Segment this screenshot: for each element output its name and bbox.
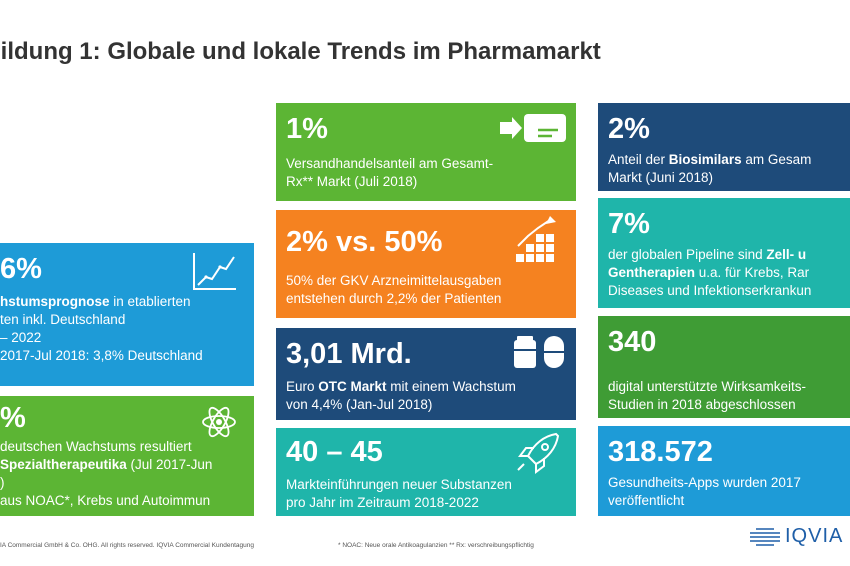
- biosimilars-line1a: Anteil der: [608, 152, 669, 167]
- growth-forecast-value: 6%: [0, 253, 42, 285]
- launches-line1: Markteinführungen neuer Substanzen: [286, 477, 512, 492]
- mail-order-line2: Rx** Markt (Juli 2018): [286, 174, 418, 189]
- growth-forecast-text: hstumsprognose in etablierten ten inkl. …: [0, 293, 244, 365]
- specialty-line1: deutschen Wachstums resultiert: [0, 439, 192, 454]
- pipeline-line2: u.a. für Krebs, Rar: [695, 265, 810, 280]
- pipeline-value: 7%: [608, 208, 650, 240]
- digital-studies-text: digital unterstützte Wirksamkeits- Studi…: [608, 378, 850, 414]
- otc-tile: 3,01 Mrd. Euro OTC Markt mit einem Wachs…: [276, 328, 576, 420]
- pipeline-line3: Diseases und Infektionserkrankun: [608, 283, 812, 298]
- growth-forecast-line1: in etablierten: [109, 294, 191, 309]
- health-apps-line2: veröffentlicht: [608, 493, 685, 508]
- footer-footnote: * NOAC: Neue orale Antikoagulanzien ** R…: [338, 542, 534, 549]
- growth-forecast-bold: hstumsprognose: [0, 294, 110, 309]
- digital-studies-tile: 340 digital unterstützte Wirksamkeits- S…: [598, 316, 850, 418]
- mail-order-line1: Versandhandelsanteil am Gesamt-: [286, 156, 494, 171]
- iqvia-logo: IQVIA: [785, 525, 844, 547]
- gkv-tile: 2% vs. 50% 50% der GKV Arzneimittelausga…: [276, 210, 576, 318]
- otc-line2: von 4,4% (Jan-Jul 2018): [286, 397, 433, 412]
- page-title: bildung 1: Globale und lokale Trends im …: [0, 38, 601, 65]
- otc-line1a: Euro: [286, 379, 319, 394]
- gkv-line2: entstehen durch 2,2% der Patienten: [286, 291, 502, 306]
- pipeline-bold2: Gentherapien: [608, 265, 696, 280]
- biosimilars-line2: Markt (Juni 2018): [608, 170, 714, 185]
- pipeline-text: der globalen Pipeline sind Zell- u Genth…: [608, 246, 850, 300]
- growth-forecast-line2: ten inkl. Deutschland: [0, 312, 126, 327]
- biosimilars-tile: 2% Anteil der Biosimilars am Gesam Markt…: [598, 103, 850, 191]
- health-apps-tile: 318.572 Gesundheits-Apps wurden 2017 ver…: [598, 426, 850, 516]
- otc-value: 3,01 Mrd.: [286, 338, 412, 370]
- gkv-line1: 50% der GKV Arzneimittelausgaben: [286, 273, 502, 288]
- footer-copyright: IA Commercial GmbH & Co. OHG. All rights…: [0, 542, 254, 549]
- health-apps-line1: Gesundheits-Apps wurden 2017: [608, 475, 801, 490]
- launches-line2: pro Jahr im Zeitraum 2018-2022: [286, 495, 479, 510]
- launches-text: Markteinführungen neuer Substanzen pro J…: [286, 476, 566, 512]
- biosimilars-line1b: am Gesam: [741, 152, 812, 167]
- delivery-ticket-icon: [500, 114, 566, 142]
- otc-bold: OTC Markt: [318, 379, 387, 394]
- iqvia-logo-icon: [750, 528, 780, 546]
- gkv-text: 50% der GKV Arzneimittelausgaben entsteh…: [286, 272, 566, 308]
- specialty-line4: aus NOAC*, Krebs und Autoimmun: [0, 493, 211, 508]
- otc-line1b: mit einem Wachstum: [386, 379, 516, 394]
- health-apps-value: 318.572: [608, 436, 713, 468]
- growth-forecast-tile: 6% hstumsprognose in etablierten ten ink…: [0, 243, 254, 386]
- gkv-value: 2% vs. 50%: [286, 226, 443, 258]
- launches-value: 40 – 45: [286, 436, 383, 468]
- health-apps-text: Gesundheits-Apps wurden 2017 veröffentli…: [608, 474, 850, 510]
- specialty-line3: ): [0, 475, 5, 490]
- launches-tile: 40 – 45 Markteinführungen neuer Substanz…: [276, 428, 576, 516]
- digital-studies-line2: Studien in 2018 abgeschlossen: [608, 397, 796, 412]
- digital-studies-line1: digital unterstützte Wirksamkeits-: [608, 379, 807, 394]
- pills-icon: [514, 336, 564, 368]
- rising-bars-icon: [516, 216, 556, 262]
- biosimilars-text: Anteil der Biosimilars am Gesam Markt (J…: [608, 151, 850, 187]
- pipeline-bold1: Zell- u: [766, 247, 807, 262]
- mail-order-value: 1%: [286, 113, 328, 145]
- growth-forecast-line3: – 2022: [0, 330, 42, 345]
- biosimilars-value: 2%: [608, 113, 650, 145]
- digital-studies-value: 340: [608, 326, 657, 358]
- biosimilars-bold: Biosimilars: [668, 152, 742, 167]
- mail-order-tile: 1% Versandhandelsanteil am Gesamt- Rx** …: [276, 103, 576, 201]
- pipeline-tile: 7% der globalen Pipeline sind Zell- u Ge…: [598, 198, 850, 308]
- specialty-value: %: [0, 402, 26, 434]
- specialty-tile: % deutschen Wachstums resultiert Spezial…: [0, 396, 254, 516]
- pipeline-line1a: der globalen Pipeline sind: [608, 247, 767, 262]
- atom-icon: [202, 406, 236, 438]
- growth-chart-icon: [193, 253, 236, 290]
- specialty-bold: Spezialtherapeutika: [0, 457, 127, 472]
- rocket-icon: [517, 432, 560, 474]
- mail-order-text: Versandhandelsanteil am Gesamt- Rx** Mar…: [286, 155, 566, 191]
- specialty-text: deutschen Wachstums resultiert Spezialth…: [0, 438, 244, 510]
- growth-forecast-line4: 2017-Jul 2018: 3,8% Deutschland: [0, 348, 203, 363]
- otc-text: Euro OTC Markt mit einem Wachstum von 4,…: [286, 378, 566, 414]
- specialty-line2: (Jul 2017-Jun: [126, 457, 213, 472]
